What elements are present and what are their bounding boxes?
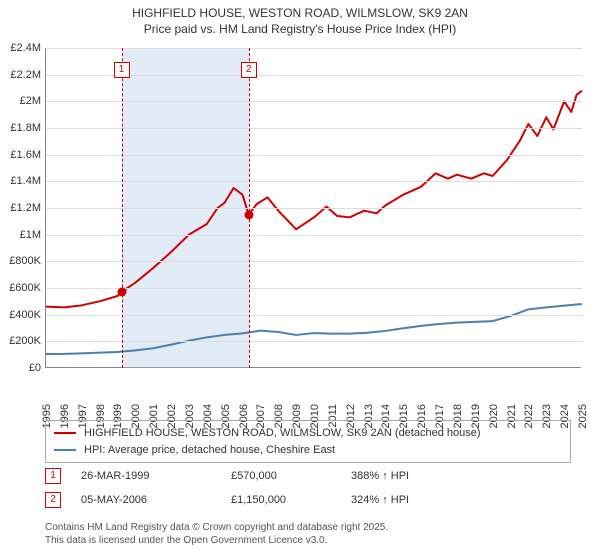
legend: HIGHFIELD HOUSE, WESTON ROAD, WILMSLOW, … (45, 420, 571, 463)
y-gridline (46, 288, 582, 289)
sale-date: 05-MAY-2006 (81, 494, 211, 506)
sale-marker (244, 210, 253, 219)
footer: Contains HM Land Registry data © Crown c… (45, 522, 571, 547)
legend-label: HIGHFIELD HOUSE, WESTON ROAD, WILMSLOW, … (84, 425, 481, 442)
y-axis-label: £0 (0, 362, 41, 374)
y-gridline (46, 48, 582, 49)
y-axis-label: £1.2M (0, 202, 41, 214)
sale-date: 26-MAR-1999 (81, 470, 211, 482)
series-price_paid (46, 91, 582, 308)
sale-callout: 2 (45, 492, 61, 508)
sale-marker (117, 288, 126, 297)
y-axis-label: £200K (0, 335, 41, 347)
legend-row: HIGHFIELD HOUSE, WESTON ROAD, WILMSLOW, … (54, 425, 562, 442)
y-gridline (46, 315, 582, 316)
callout-box: 2 (241, 62, 257, 78)
y-axis-label: £600K (0, 282, 41, 294)
legend-row: HPI: Average price, detached house, Ches… (54, 442, 562, 459)
y-axis-label: £1.4M (0, 175, 41, 187)
y-gridline (46, 261, 582, 262)
y-axis-label: £1.6M (0, 149, 41, 161)
sale-pct: 388% ↑ HPI (351, 470, 471, 482)
y-gridline (46, 208, 582, 209)
y-gridline (46, 128, 582, 129)
sale-pct: 324% ↑ HPI (351, 494, 471, 506)
sale-price: £1,150,000 (231, 494, 331, 506)
y-axis-label: £800K (0, 255, 41, 267)
series-hpi (46, 304, 582, 354)
y-gridline (46, 155, 582, 156)
y-axis-label: £2.2M (0, 69, 41, 81)
y-gridline (46, 101, 582, 102)
page: HIGHFIELD HOUSE, WESTON ROAD, WILMSLOW, … (0, 0, 600, 560)
chart: 12 £0£200K£400K£600K£800K£1M£1.2M£1.4M£1… (45, 48, 581, 404)
legend-swatch (54, 449, 76, 451)
sale-table: 1 26-MAR-1999 £570,000 388% ↑ HPI 2 05-M… (45, 464, 571, 512)
legend-swatch (54, 432, 76, 434)
sale-row: 2 05-MAY-2006 £1,150,000 324% ↑ HPI (45, 488, 571, 512)
y-axis-label: £1M (0, 229, 41, 241)
chart-title-block: HIGHFIELD HOUSE, WESTON ROAD, WILMSLOW, … (0, 0, 600, 37)
footer-line: This data is licensed under the Open Gov… (45, 535, 571, 548)
y-axis-label: £400K (0, 309, 41, 321)
title-line-2: Price paid vs. HM Land Registry's House … (0, 22, 600, 38)
footer-line: Contains HM Land Registry data © Crown c… (45, 522, 571, 535)
callout-box: 1 (114, 62, 130, 78)
x-axis-label: 2025 (577, 404, 589, 428)
y-axis-label: £2M (0, 95, 41, 107)
plot-area: 12 (45, 48, 581, 368)
y-gridline (46, 181, 582, 182)
sale-price: £570,000 (231, 470, 331, 482)
y-gridline (46, 341, 582, 342)
y-axis-label: £2.4M (0, 42, 41, 54)
callout-line (122, 48, 123, 368)
y-gridline (46, 235, 582, 236)
sale-callout: 1 (45, 468, 61, 484)
title-line-1: HIGHFIELD HOUSE, WESTON ROAD, WILMSLOW, … (0, 6, 600, 22)
sale-row: 1 26-MAR-1999 £570,000 388% ↑ HPI (45, 464, 571, 488)
callout-line (249, 48, 250, 368)
legend-label: HPI: Average price, detached house, Ches… (84, 442, 335, 459)
y-axis-label: £1.8M (0, 122, 41, 134)
